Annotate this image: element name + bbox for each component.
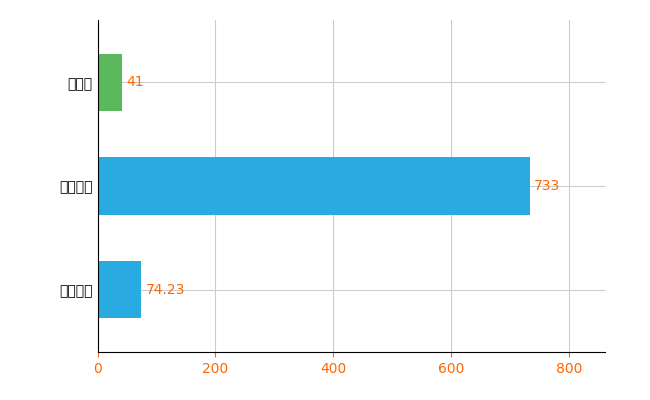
Text: 74.23: 74.23: [146, 283, 185, 297]
Bar: [98, 158, 530, 214]
Text: 41: 41: [126, 75, 144, 89]
Bar: [98, 261, 141, 318]
Bar: [98, 54, 122, 111]
Text: 733: 733: [534, 179, 560, 193]
